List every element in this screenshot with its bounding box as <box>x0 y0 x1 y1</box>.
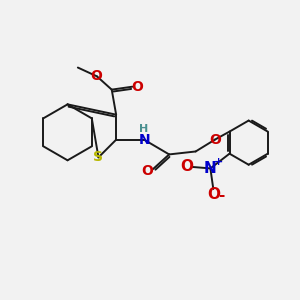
Text: H: H <box>140 124 149 134</box>
Text: O: O <box>142 164 154 178</box>
Text: O: O <box>207 187 220 202</box>
Text: N: N <box>138 133 150 147</box>
Text: O: O <box>91 69 102 83</box>
Text: +: + <box>214 157 223 167</box>
Text: O: O <box>132 80 144 94</box>
Text: -: - <box>218 188 225 203</box>
Text: S: S <box>94 150 103 164</box>
Text: N: N <box>204 161 217 176</box>
Text: O: O <box>209 133 221 147</box>
Text: O: O <box>180 159 193 174</box>
